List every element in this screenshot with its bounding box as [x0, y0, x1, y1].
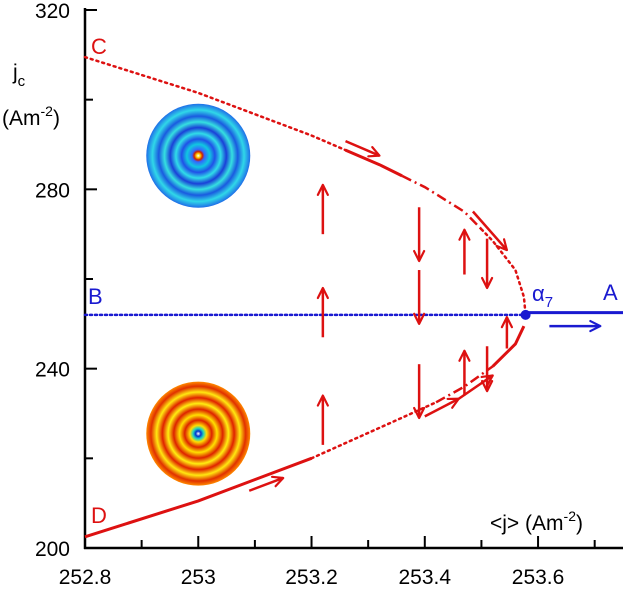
lower-branch-dashdot: [435, 365, 494, 404]
y-label-c-subscript: c: [18, 73, 26, 90]
x-tick-label: 253.2: [285, 566, 338, 589]
y-axis-ticks: 200 240 280 320: [35, 0, 97, 561]
x-label-exponent: -2: [564, 508, 577, 524]
tangent-arrow-shaft: [458, 374, 494, 400]
x-label-close: ): [576, 512, 583, 535]
tangent-arrow-head: [480, 374, 494, 387]
tangent-arrow-shaft: [471, 210, 508, 251]
x-axis-label: <j> (Am-2): [490, 508, 583, 535]
vertical-arrow-head: [316, 394, 329, 407]
vertical-arrow-head: [480, 379, 494, 393]
x-label-text: <j> (Am: [490, 512, 564, 535]
upper-branch-solid: [344, 148, 403, 178]
tangent-arrow-shaft: [345, 139, 380, 157]
vertical-arrow-head: [413, 312, 426, 325]
x-tick-label: 253.6: [512, 566, 565, 589]
x-tick-label: 253.4: [399, 566, 452, 589]
svg-text:(Am-2): (Am-2): [2, 103, 60, 130]
upper-branch-dashdot: [401, 174, 483, 231]
red-ring-pattern-inset: [146, 381, 251, 486]
tangent-arrow-shaft: [424, 397, 460, 418]
y-label-unit: (Am: [2, 107, 41, 130]
tangent-arrow-shaft: [248, 476, 284, 492]
blue-ring-pattern-inset: [146, 103, 251, 208]
label-A: A: [603, 280, 618, 305]
vertical-arrow-head: [413, 249, 426, 263]
alpha-subscript: 7: [545, 294, 553, 311]
vertical-arrow-head: [413, 406, 426, 420]
svg-text:jc: jc: [12, 61, 26, 90]
label-alpha: α7: [532, 281, 553, 311]
x-tick-label: 252.8: [59, 566, 112, 589]
y-label-j: j: [12, 61, 18, 84]
vertical-arrow-head: [316, 286, 329, 300]
vertical-arrow-head: [458, 228, 471, 241]
y-label-close: ): [53, 107, 60, 130]
upper-branch-tip: [480, 227, 527, 317]
label-B: B: [88, 284, 103, 309]
y-tick-label: 320: [35, 0, 70, 23]
y-tick-label: 200: [35, 538, 70, 561]
x-axis-ticks: 252.8 253 253.2 253.4 253.6: [59, 536, 596, 589]
label-C: C: [91, 34, 107, 59]
vertical-arrow-head: [316, 183, 329, 196]
svg-text:<j> (Am-2): <j> (Am-2): [490, 508, 583, 535]
bifurcation-point-marker: [520, 309, 531, 320]
alpha-symbol: α: [532, 281, 545, 306]
lower-branch-tip: [491, 325, 526, 368]
vertical-arrow-head: [458, 349, 471, 362]
y-tick-label: 240: [35, 359, 70, 382]
tangent-arrow-head: [270, 475, 285, 488]
upper-branch-dotted: [83, 55, 347, 152]
lower-branch-solid: [84, 456, 313, 539]
tangent-arrow-head: [495, 238, 509, 252]
arrows-layer: [248, 139, 602, 492]
lower-branch-dotted: [310, 401, 438, 460]
label-D: D: [91, 503, 107, 528]
vertical-arrow-head: [480, 276, 494, 290]
y-tick-label: 280: [35, 179, 70, 202]
tangent-arrow-head: [446, 397, 460, 409]
tangent-arrow-head: [367, 146, 381, 158]
y-label-exponent: -2: [41, 103, 54, 119]
y-axis-label: jc (Am-2): [2, 61, 60, 130]
x-tick-label: 253: [181, 566, 216, 589]
vertical-arrow-head: [500, 316, 514, 329]
blue-arrow-head: [589, 319, 602, 333]
